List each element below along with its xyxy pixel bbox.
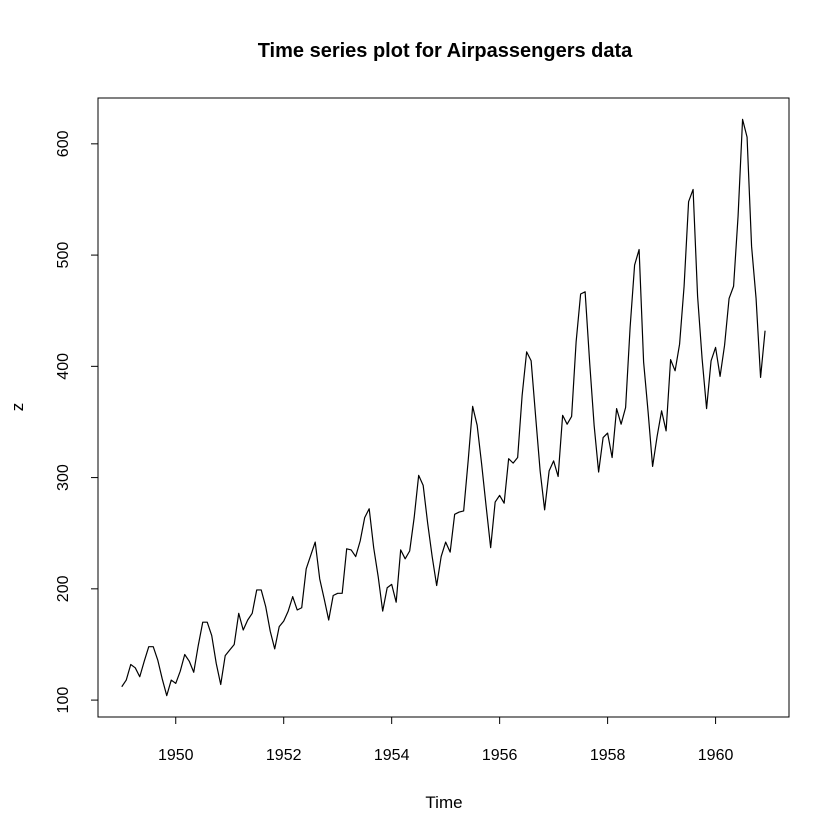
y-axis: 100 200 300 400 500 600 [55, 130, 99, 714]
x-tick-label: 1952 [266, 747, 302, 764]
series-line [121, 118, 766, 697]
plot-frame [97, 97, 790, 718]
x-tick-label: 1954 [374, 747, 410, 764]
x-tick-label: 1958 [590, 747, 626, 764]
x-tick-label: 1956 [482, 747, 518, 764]
y-tick-label: 200 [55, 575, 72, 602]
y-axis-label: z [8, 403, 27, 412]
x-tick-label: 1950 [158, 747, 194, 764]
x-axis: 1950 1952 1954 1956 1958 1960 [158, 716, 734, 764]
y-tick-label: 400 [55, 353, 72, 380]
chart-title: Time series plot for Airpassengers data [258, 40, 633, 62]
y-tick-label: 300 [55, 464, 72, 491]
y-tick-label: 500 [55, 242, 72, 269]
y-tick-label: 600 [55, 130, 72, 157]
y-tick-label: 100 [55, 687, 72, 714]
x-tick-label: 1960 [698, 747, 734, 764]
x-axis-label: Time [425, 793, 462, 812]
